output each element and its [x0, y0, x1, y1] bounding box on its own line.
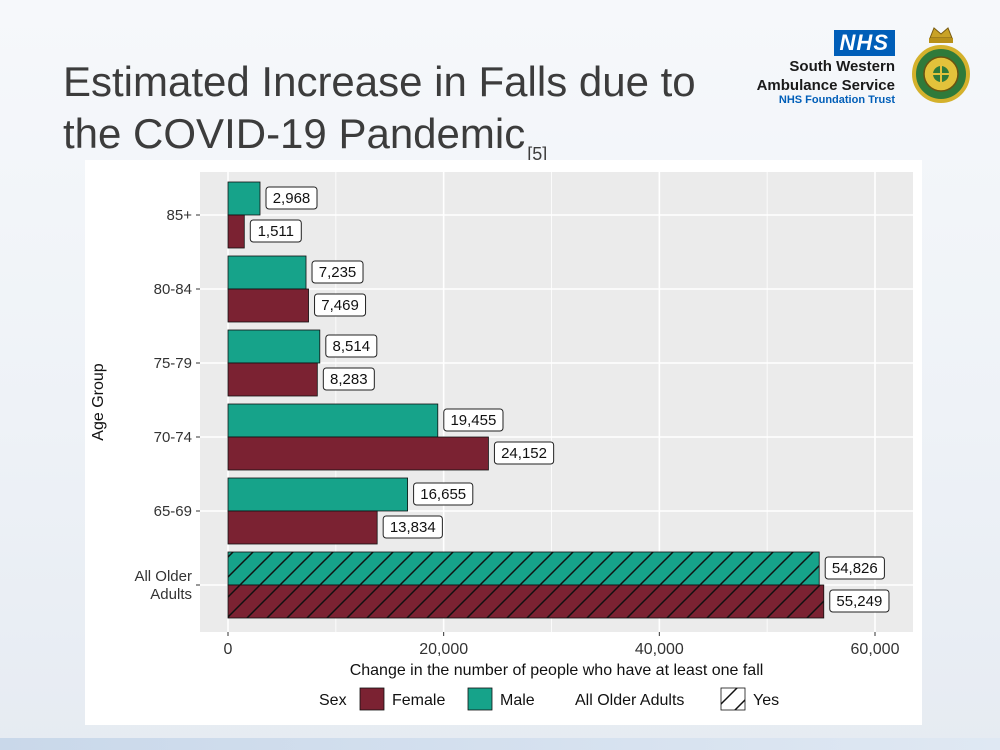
- x-tick-label: 20,000: [419, 641, 468, 658]
- legend-title-sex: Sex: [319, 692, 347, 709]
- male-bar-hatch: [228, 552, 820, 585]
- nhs-logo: NHS: [833, 30, 895, 56]
- female-bar-hatch: [228, 585, 824, 618]
- y-tick-label: 80-84: [154, 281, 192, 298]
- x-tick-label: 0: [224, 641, 233, 658]
- female-bar: [227, 436, 489, 471]
- male-value-label: 54,826: [832, 560, 878, 577]
- legend-yes-label: Yes: [753, 692, 779, 709]
- male-value-label: 2,968: [273, 190, 311, 207]
- crest-icon: [912, 27, 970, 103]
- male-value-label-box: [413, 482, 474, 506]
- male-value-label-box: [325, 334, 378, 358]
- org-name-line2: Ambulance Service: [756, 77, 895, 94]
- y-tick-label: 65-69: [154, 503, 192, 520]
- female-value-label: 1,511: [258, 223, 294, 240]
- legend-hatch-swatch-pattern: [721, 688, 745, 710]
- female-value-label-box: [314, 293, 367, 317]
- slide-footer-bar: [0, 738, 1000, 750]
- legend-male-swatch: [467, 687, 493, 711]
- female-value-label: 7,469: [321, 297, 359, 314]
- x-tick-label: 60,000: [851, 641, 900, 658]
- female-value-label-box: [493, 441, 555, 465]
- legend-female-swatch: [359, 687, 385, 711]
- male-value-label-box: [265, 186, 318, 210]
- legend-title-all-older-adults: All Older Adults: [575, 692, 684, 709]
- bar-chart: 2,968 1,511 85+ 7,235 7,469 80-84 8,514 8,283 75…: [90, 172, 913, 711]
- male-bar: [227, 181, 261, 216]
- female-bar: [227, 362, 318, 397]
- slide-title-text: Estimated Increase in Falls due to the C…: [63, 58, 696, 157]
- male-value-label-box: [443, 408, 504, 432]
- female-value-label-box: [382, 515, 443, 539]
- y-tick-label: 75-79: [154, 355, 192, 372]
- legend-male-label: Male: [500, 692, 535, 709]
- male-bar: [227, 255, 307, 290]
- female-value-label: 8,283: [330, 371, 368, 388]
- male-bar: [227, 329, 321, 364]
- female-value-label: 13,834: [390, 519, 436, 536]
- y-tick-label: All Older: [134, 568, 192, 585]
- organisation-logo: NHS South Western Ambulance Service NHS …: [735, 30, 895, 107]
- y-tick-label: 70-74: [154, 429, 192, 446]
- y-tick-label: 85+: [167, 207, 193, 224]
- female-bar: [227, 288, 309, 323]
- male-value-label: 19,455: [450, 412, 496, 429]
- legend-female-label: Female: [392, 692, 445, 709]
- female-value-label-box: [249, 219, 302, 243]
- male-bar: [227, 477, 408, 512]
- x-tick-label: 40,000: [635, 641, 684, 658]
- male-value-label: 8,514: [333, 338, 371, 355]
- female-value-label: 24,152: [501, 445, 547, 462]
- male-value-label: 16,655: [420, 486, 466, 503]
- male-value-label-box: [824, 556, 885, 580]
- slide-title: Estimated Increase in Falls due to the C…: [63, 56, 743, 180]
- male-value-label: 7,235: [319, 264, 357, 281]
- male-bar: [227, 403, 439, 438]
- y-axis-title: Age Group: [90, 363, 107, 440]
- y-tick-label: Adults: [150, 586, 192, 603]
- female-value-label: 55,249: [836, 593, 882, 610]
- female-value-label-box: [829, 589, 890, 613]
- female-bar: [227, 214, 245, 249]
- org-name-line1: South Western: [789, 58, 895, 75]
- male-value-label-box: [311, 260, 364, 284]
- female-bar: [227, 510, 378, 545]
- chart-panel: 2,968 1,511 85+ 7,235 7,469 80-84 8,514 8,283 75…: [85, 160, 922, 725]
- x-axis-title: Change in the number of people who have …: [350, 662, 764, 679]
- org-subtitle: NHS Foundation Trust: [778, 94, 895, 106]
- female-value-label-box: [322, 367, 375, 391]
- title-reference: [5]: [527, 144, 548, 164]
